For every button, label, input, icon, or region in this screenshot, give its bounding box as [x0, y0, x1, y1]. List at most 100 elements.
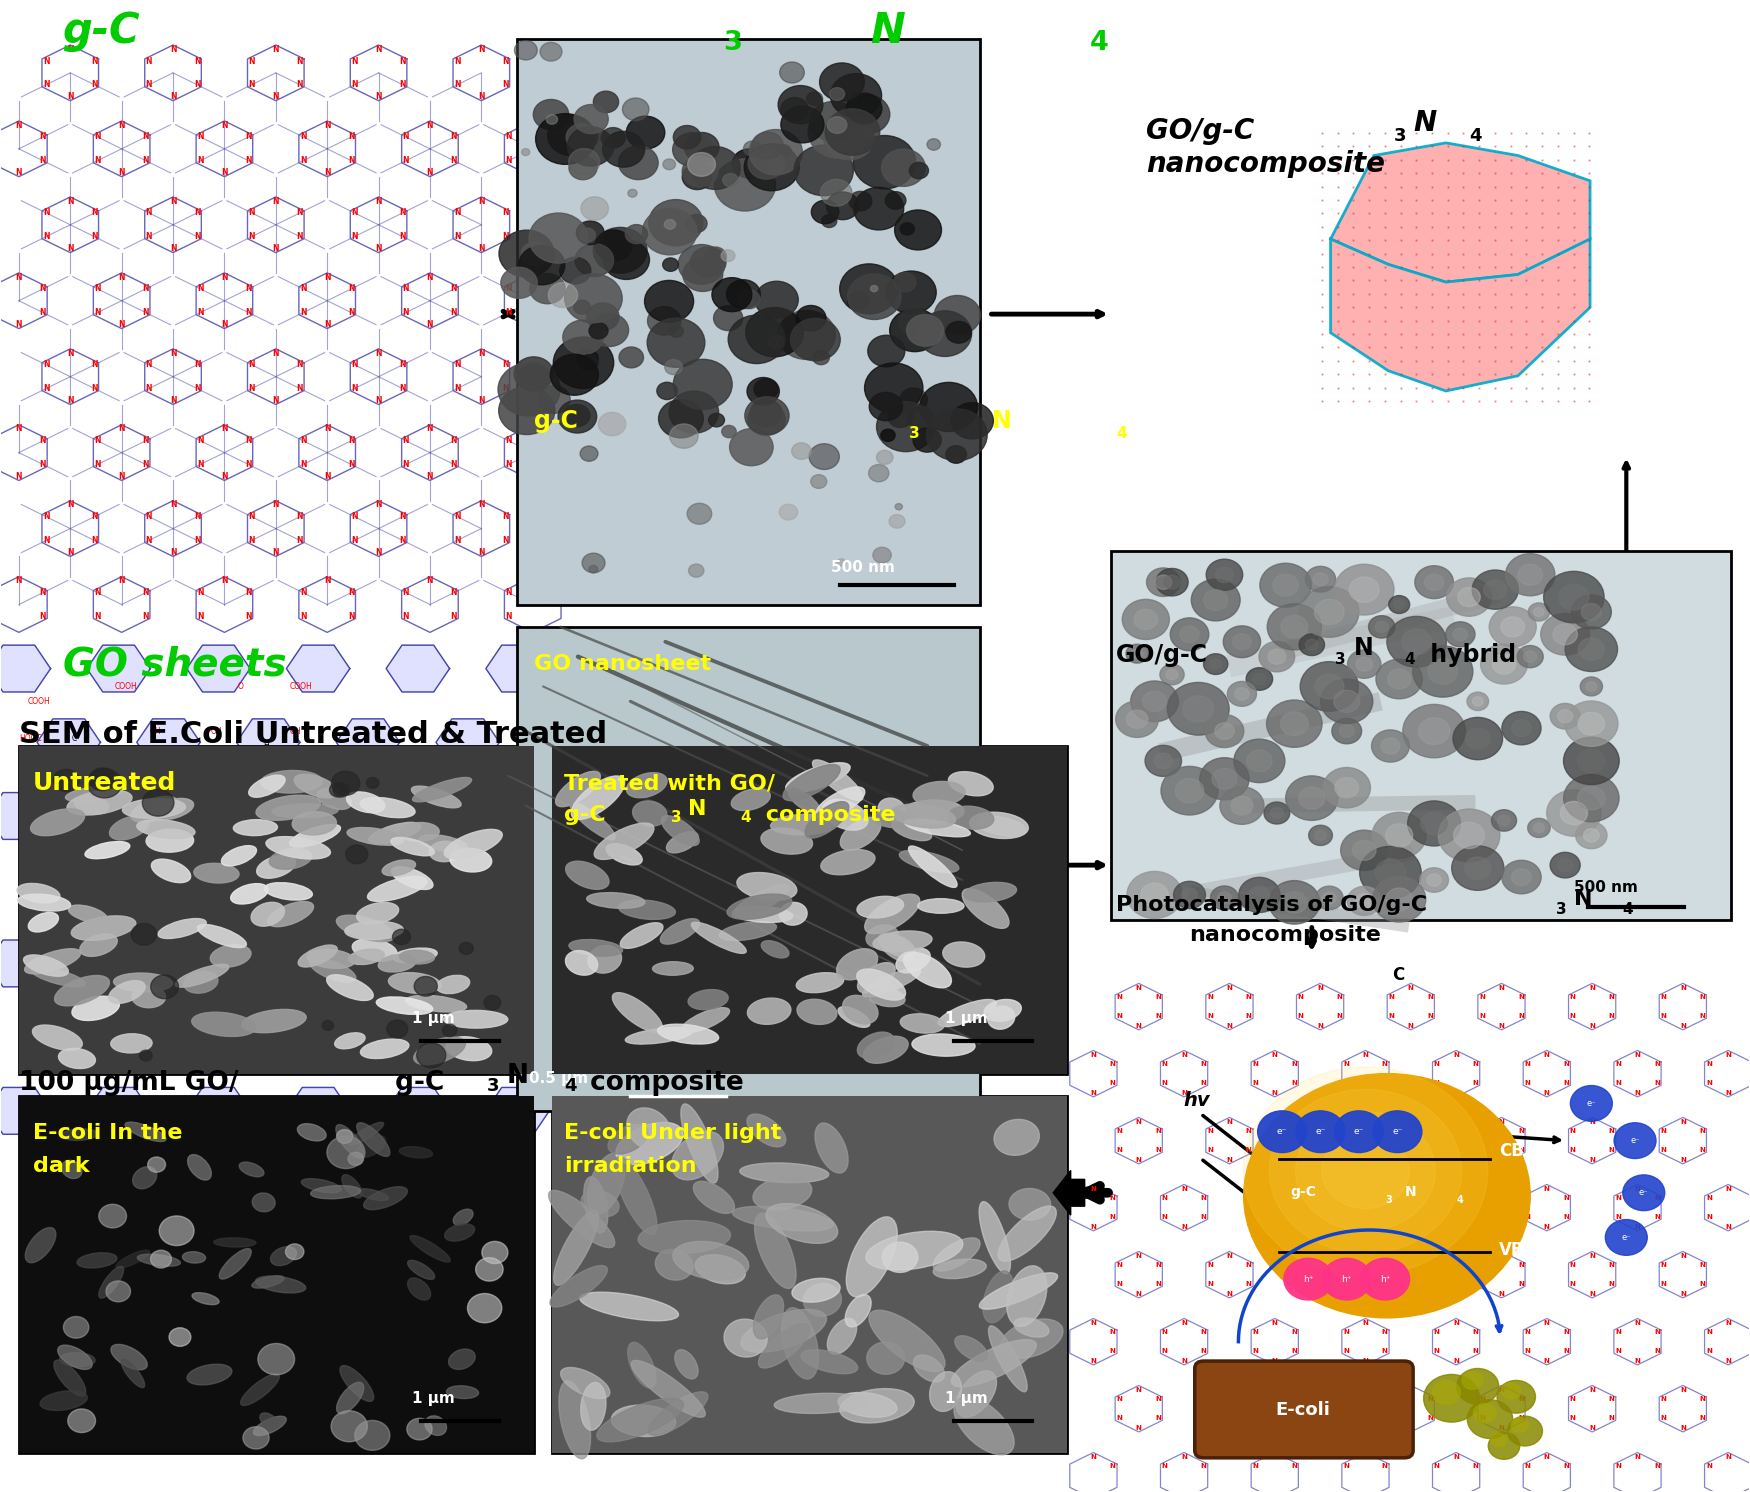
Text: N: N	[1634, 1186, 1640, 1192]
Text: HOOC: HOOC	[19, 965, 42, 974]
Text: O: O	[116, 868, 121, 877]
Text: N: N	[1155, 1013, 1160, 1019]
Text: N: N	[1699, 1282, 1704, 1288]
Text: N: N	[1155, 1416, 1160, 1422]
Text: N: N	[220, 576, 228, 585]
Text: N: N	[44, 81, 49, 90]
Text: N: N	[248, 209, 255, 218]
Circle shape	[1564, 627, 1617, 671]
Polygon shape	[88, 645, 150, 692]
Circle shape	[1281, 712, 1309, 736]
Text: N: N	[1382, 1349, 1388, 1355]
Circle shape	[1419, 868, 1449, 892]
Circle shape	[522, 242, 550, 266]
Ellipse shape	[878, 934, 914, 962]
Text: N: N	[1227, 1156, 1232, 1162]
Text: N: N	[1634, 1453, 1640, 1459]
Ellipse shape	[446, 1386, 478, 1398]
Circle shape	[415, 976, 438, 997]
Text: N: N	[1498, 985, 1505, 991]
Circle shape	[1353, 840, 1376, 861]
Circle shape	[1550, 703, 1580, 730]
Text: N: N	[245, 157, 252, 166]
Circle shape	[1507, 1416, 1542, 1446]
Text: N: N	[198, 436, 203, 445]
Text: N: N	[91, 233, 98, 242]
Circle shape	[1314, 674, 1344, 698]
Text: 4: 4	[1456, 1195, 1463, 1206]
Text: N: N	[220, 424, 228, 434]
Circle shape	[1550, 852, 1580, 877]
Text: N: N	[1680, 1386, 1685, 1392]
Circle shape	[723, 173, 738, 186]
Circle shape	[514, 40, 537, 60]
Circle shape	[1127, 871, 1183, 919]
Text: N: N	[1544, 1052, 1550, 1058]
Text: N: N	[1517, 1416, 1524, 1422]
Circle shape	[714, 158, 775, 210]
Circle shape	[1505, 554, 1556, 595]
Circle shape	[1130, 680, 1178, 722]
Ellipse shape	[54, 976, 110, 1006]
Ellipse shape	[270, 849, 312, 870]
Circle shape	[1533, 824, 1545, 833]
Text: N: N	[1615, 1464, 1620, 1470]
Ellipse shape	[828, 1319, 858, 1355]
Text: N: N	[502, 209, 509, 218]
Text: N: N	[1298, 1128, 1304, 1134]
Polygon shape	[136, 719, 200, 765]
Ellipse shape	[662, 816, 700, 846]
Circle shape	[642, 209, 696, 255]
Ellipse shape	[369, 822, 420, 844]
Ellipse shape	[271, 1247, 296, 1265]
Ellipse shape	[136, 819, 194, 839]
Circle shape	[1386, 616, 1447, 667]
Text: CB: CB	[1498, 1141, 1524, 1159]
Text: H: H	[177, 801, 182, 810]
Circle shape	[579, 355, 598, 370]
Ellipse shape	[588, 1153, 625, 1214]
Circle shape	[870, 392, 903, 421]
Circle shape	[877, 451, 892, 464]
Text: N: N	[1634, 1052, 1640, 1058]
Text: N: N	[1227, 985, 1232, 991]
Text: N: N	[94, 612, 102, 621]
Circle shape	[854, 188, 903, 230]
Circle shape	[690, 146, 740, 189]
FancyBboxPatch shape	[551, 746, 1068, 1074]
Text: N: N	[1563, 1080, 1570, 1086]
Ellipse shape	[399, 950, 434, 964]
Ellipse shape	[779, 903, 807, 925]
Circle shape	[847, 275, 901, 319]
Circle shape	[648, 306, 681, 336]
Circle shape	[780, 106, 824, 143]
Text: N: N	[91, 209, 98, 218]
Text: N: N	[198, 307, 203, 318]
Text: N: N	[1407, 1291, 1414, 1297]
Ellipse shape	[145, 830, 194, 852]
Ellipse shape	[863, 968, 920, 997]
Circle shape	[920, 382, 978, 431]
Text: N: N	[248, 81, 255, 90]
Ellipse shape	[406, 995, 467, 1012]
Circle shape	[1558, 859, 1573, 871]
Text: N: N	[427, 319, 434, 328]
Circle shape	[1498, 815, 1510, 825]
Text: N: N	[1654, 1464, 1659, 1470]
Circle shape	[1376, 659, 1423, 698]
Circle shape	[682, 257, 723, 291]
Circle shape	[674, 125, 700, 149]
Ellipse shape	[782, 764, 840, 801]
Circle shape	[1141, 883, 1169, 907]
Text: N: N	[1090, 1089, 1096, 1095]
Text: 1 μm: 1 μm	[945, 1012, 987, 1026]
Circle shape	[709, 413, 724, 427]
Text: N: N	[1479, 1147, 1486, 1153]
Circle shape	[1300, 661, 1358, 712]
Ellipse shape	[123, 798, 186, 818]
Circle shape	[590, 313, 628, 346]
Text: N: N	[1544, 1453, 1550, 1459]
Ellipse shape	[570, 776, 625, 819]
Text: 3: 3	[1386, 1195, 1391, 1206]
Text: N: N	[453, 209, 460, 218]
